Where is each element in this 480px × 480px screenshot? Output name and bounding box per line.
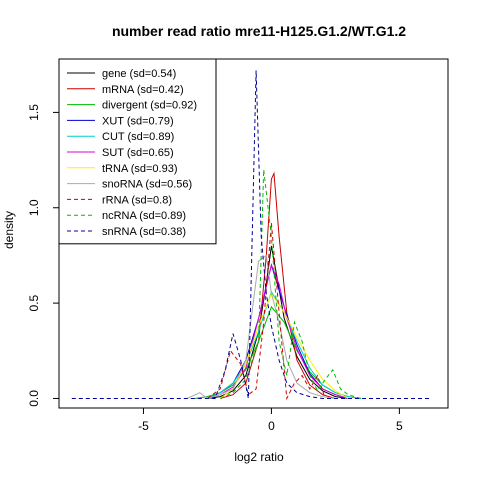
y-tick-label: 0.0 (27, 390, 41, 407)
series-line-0 (207, 245, 349, 399)
x-tick-label: 5 (396, 419, 403, 433)
y-axis-label: density (2, 211, 16, 249)
series-layer (71, 70, 431, 401)
y-tick-label: 1.0 (27, 199, 41, 216)
legend-box (58, 58, 217, 245)
chart-title: number read ratio mre11-H125.G1.2/WT.G1.… (112, 23, 406, 39)
legend-label: rRNA (sd=0.8) (102, 194, 172, 206)
axes-layer: -5 0 5 0.0 0.5 1.0 1.5 (27, 104, 403, 433)
legend-label: ncRNA (sd=0.89) (102, 210, 186, 222)
legend-label: CUT (sd=0.89) (102, 131, 174, 143)
legend-label: tRNA (sd=0.93) (102, 163, 178, 175)
legend-label: XUT (sd=0.79) (102, 115, 174, 127)
legend-label: SUT (sd=0.65) (102, 147, 174, 159)
series-line-7 (186, 254, 336, 400)
legend: gene (sd=0.54) mRNA (sd=0.42) divergent (s… (58, 58, 217, 245)
x-axis-label: log2 ratio (234, 450, 284, 464)
legend-label: mRNA (sd=0.42) (102, 84, 184, 96)
series-line-10 (71, 70, 431, 399)
y-tick-label: 0.5 (27, 294, 41, 311)
series-line-5 (207, 263, 349, 399)
legend-label: divergent (sd=0.92) (102, 100, 197, 112)
series-line-9 (219, 169, 362, 399)
x-tick-label: -5 (138, 419, 149, 433)
x-tick-label: 0 (268, 419, 275, 433)
series-line-8 (207, 222, 326, 401)
legend-label: snoRNA (sd=0.56) (102, 179, 192, 191)
y-tick-label: 1.5 (27, 104, 41, 121)
legend-label: gene (sd=0.54) (102, 68, 176, 80)
legend-label: snRNA (sd=0.38) (102, 226, 186, 238)
series-line-6 (219, 292, 349, 399)
